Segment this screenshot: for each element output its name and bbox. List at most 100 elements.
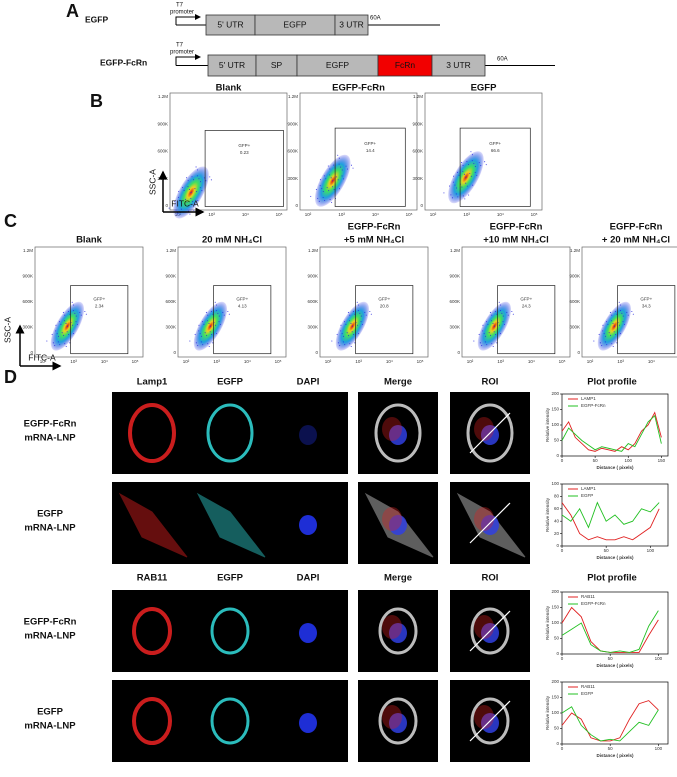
cell-dot	[54, 345, 56, 347]
cell-dot	[352, 167, 354, 169]
cell-dot	[190, 197, 192, 199]
cell-dot	[203, 323, 205, 325]
row-label: mRNA-LNP	[24, 631, 76, 642]
cell-dot	[616, 313, 618, 315]
element-label: EGFP	[326, 60, 349, 70]
cell-dot	[627, 314, 629, 316]
cell-population	[443, 151, 487, 204]
cell-dot	[350, 164, 352, 166]
cell-dot	[482, 330, 484, 332]
x-axis-label: FITC-A	[171, 198, 199, 208]
cell-dot	[206, 334, 208, 336]
x-tick-label: 0	[561, 458, 564, 463]
cell-dot	[351, 325, 353, 327]
cell-dot	[209, 325, 211, 327]
cell-dot	[614, 311, 616, 313]
cell-dot	[215, 310, 217, 312]
cell-dot	[491, 343, 493, 345]
cell-dot	[196, 175, 198, 177]
x-tick-label: 10⁵	[132, 359, 139, 364]
column-header: Plot profile	[587, 377, 637, 388]
cell-dot	[322, 196, 324, 198]
cell-dot	[187, 186, 189, 188]
y-tick-label: 600K	[569, 299, 580, 304]
cell-dot	[340, 166, 342, 168]
cell-dot	[194, 188, 196, 190]
legend-label: EGFP	[581, 691, 593, 696]
cell-dot	[506, 311, 508, 313]
y-tick-label: 0	[420, 203, 423, 208]
construct-element	[431, 54, 486, 77]
cell-dot	[341, 169, 343, 171]
cell-dot	[61, 332, 63, 334]
gate-label: GFP+	[640, 296, 652, 301]
nucleus	[481, 623, 499, 643]
cell-dot	[227, 311, 229, 313]
cell-dot	[501, 312, 503, 314]
cell-dot	[55, 330, 57, 332]
gate-value: 4.13	[238, 303, 247, 308]
cell-dot	[310, 195, 312, 197]
cell-dot	[619, 310, 621, 312]
cell-signal	[132, 607, 172, 655]
plot-title: EGFP-FcRn	[490, 222, 543, 233]
cell-dot	[195, 342, 197, 344]
x-tick-label: 0	[561, 746, 564, 751]
element-label: 5' UTR	[219, 60, 245, 70]
y-tick-label: 600K	[22, 299, 33, 304]
cell-dot	[198, 178, 200, 180]
overlay	[382, 615, 402, 639]
row-label: mRNA-LNP	[24, 433, 76, 444]
micrograph	[112, 680, 192, 762]
cell-dot	[76, 323, 78, 325]
cell-dot	[613, 331, 615, 333]
y-tick-label: 100	[551, 710, 559, 715]
cell-dot	[212, 313, 214, 315]
cell-dot	[489, 311, 491, 313]
cell-dot	[615, 334, 617, 336]
cell-dot	[216, 304, 218, 306]
cell-dot	[449, 185, 451, 187]
construct-element	[334, 14, 369, 36]
y-tick-label: 900K	[449, 274, 460, 279]
cell-dot	[181, 202, 183, 204]
cell-dot	[217, 312, 219, 314]
cell-dot	[197, 345, 199, 347]
cell-dot	[194, 334, 196, 336]
y-tick-label: 0	[556, 741, 559, 746]
cell-dot	[621, 312, 623, 314]
row-label: mRNA-LNP	[24, 721, 76, 732]
cell-dot	[71, 324, 73, 326]
cell-dot	[321, 188, 323, 190]
x-tick-label: 10⁴	[101, 359, 108, 364]
cell-dot	[325, 178, 327, 180]
cell-dot	[322, 191, 324, 193]
x-tick-label: 10³	[213, 359, 220, 364]
cell-dot	[498, 301, 500, 303]
cell-dot	[57, 341, 59, 343]
cell-dot	[486, 344, 488, 346]
nucleus	[299, 425, 317, 445]
cell-dot	[186, 201, 188, 203]
panel-letter: C	[4, 211, 17, 231]
legend-label: EGFP-FcRn	[581, 403, 606, 408]
y-axis-label: Relative intensity	[545, 407, 550, 442]
cell-dot	[512, 313, 514, 315]
y-tick-label: 600K	[287, 149, 298, 154]
cell-dot	[484, 341, 486, 343]
cell-dot	[326, 187, 328, 189]
cell-dot	[207, 320, 209, 322]
gate-label: GFP+	[520, 296, 532, 301]
x-axis-label: Distance ( pixels)	[596, 663, 634, 668]
cell-dot	[365, 314, 367, 316]
cell-dot	[84, 311, 86, 313]
cell-dot	[345, 165, 347, 167]
cell-dot	[500, 333, 502, 335]
cell-dot	[354, 313, 356, 315]
cell-dot	[491, 314, 493, 316]
x-tick-label: 50	[593, 458, 599, 463]
cell-dot	[496, 313, 498, 315]
y-tick-label: 50	[554, 726, 560, 731]
cell-dot	[329, 174, 331, 176]
cell-dot	[202, 344, 204, 346]
